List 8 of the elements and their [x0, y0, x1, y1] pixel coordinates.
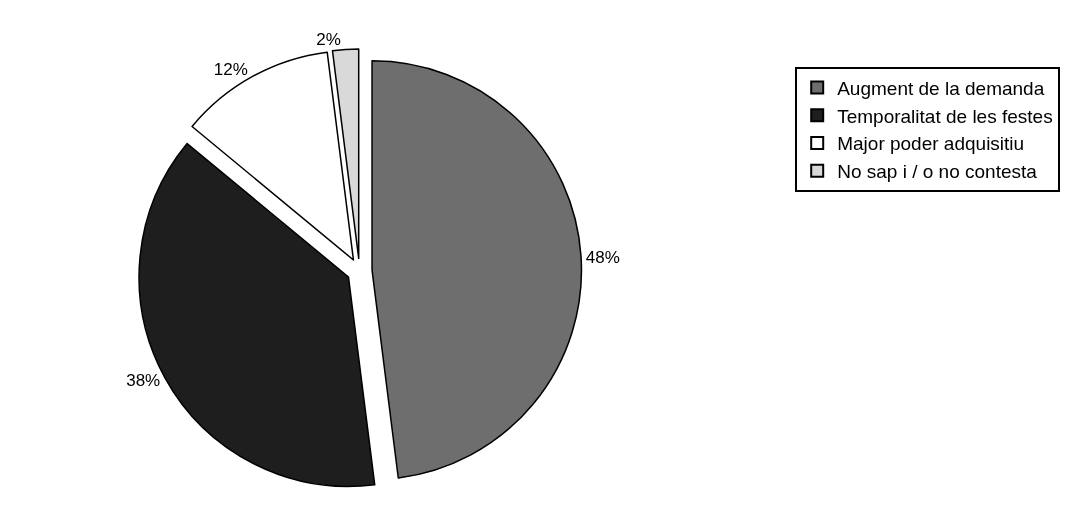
data-label: 12%: [213, 59, 248, 79]
legend-label: No sap i / o no contesta: [837, 161, 1038, 183]
legend-label: Temporalitat de les festes: [837, 105, 1053, 127]
legend-label: Major poder adquisitiu: [837, 133, 1025, 155]
data-label: 2%: [316, 30, 341, 50]
data-label: 48%: [585, 247, 620, 267]
data-label: 38%: [126, 370, 161, 390]
legend-label: Augment de la demanda: [837, 78, 1045, 100]
